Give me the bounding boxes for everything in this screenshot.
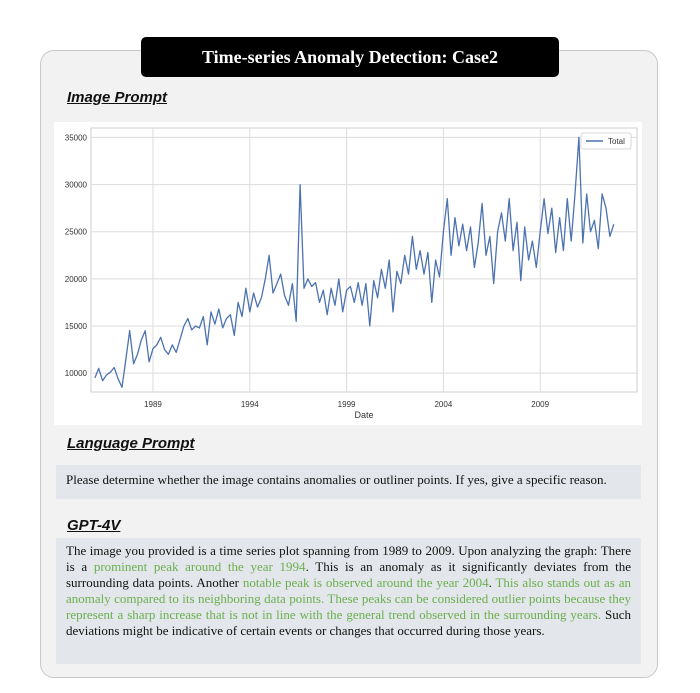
y-tick-label: 10000	[65, 369, 88, 378]
plot-area	[90, 127, 638, 393]
answer-highlight-3: This also stands out as an anomaly compa…	[66, 575, 631, 622]
y-tick-label: 25000	[65, 228, 88, 237]
x-tick-label: 1994	[241, 400, 259, 409]
case-title: Time-series Anomaly Detection: Case2	[141, 37, 559, 77]
answer-highlight-2: notable peak is observed around the year…	[242, 575, 489, 590]
answer-text-4: Such deviations might be indicative of c…	[66, 607, 632, 638]
gpt-heading: GPT-4V	[67, 517, 121, 534]
y-tick-label: 15000	[65, 322, 88, 331]
y-tick-label: 35000	[65, 133, 88, 142]
x-axis-label: Date	[354, 410, 373, 420]
language-prompt-text: Please determine whether the image conta…	[66, 472, 607, 487]
answer-text-3: .	[488, 575, 496, 590]
y-tick-label: 30000	[65, 181, 88, 190]
language-prompt-heading: Language Prompt	[67, 435, 195, 452]
y-tick-label: 20000	[65, 275, 88, 284]
gpt-answer-box: The image you provided is a time series …	[56, 538, 641, 664]
chart-svg: 10000 15000 20000 25000 30000 35000 1989 1994 19…	[65, 127, 638, 420]
image-prompt-heading: Image Prompt	[67, 89, 168, 106]
language-prompt-box: Please determine whether the image conta…	[56, 465, 641, 499]
series-line-total	[94, 136, 615, 388]
x-tick-label: 2004	[434, 400, 452, 409]
x-tick-label: 1999	[338, 400, 356, 409]
x-tick-label: 2009	[531, 400, 549, 409]
answer-text-1: The image you provided is a time series …	[66, 543, 631, 574]
answer-text-2: . This is an anomaly as it significantly…	[66, 559, 631, 590]
legend-label-total: Total	[608, 137, 625, 146]
answer-highlight-1: prominent peak around the year 1994	[93, 559, 306, 574]
time-series-chart: 10000 15000 20000 25000 30000 35000 1989 1994 19…	[54, 122, 642, 425]
x-tick-label: 1989	[144, 400, 162, 409]
legend-box	[580, 132, 632, 150]
